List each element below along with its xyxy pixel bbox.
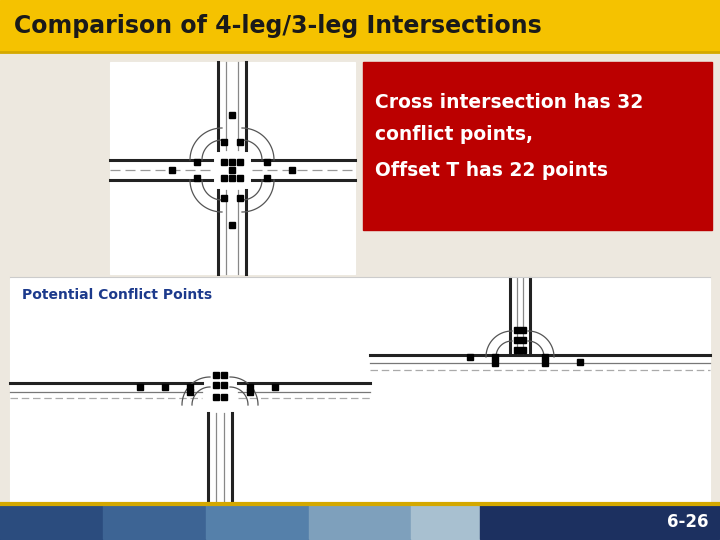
Bar: [411, 505, 513, 539]
Text: Comparison of 4-leg/3-leg Intersections: Comparison of 4-leg/3-leg Intersections: [14, 14, 541, 38]
Bar: [363, 62, 712, 230]
Bar: [309, 505, 410, 539]
Bar: [206, 505, 307, 539]
Bar: [0, 0, 720, 52]
Text: Offset T has 22 points: Offset T has 22 points: [375, 160, 608, 179]
Bar: [0, 504, 720, 540]
Text: 6-26: 6-26: [667, 513, 708, 531]
Text: Potential Conflict Points: Potential Conflict Points: [22, 288, 212, 302]
Bar: [103, 505, 204, 539]
Text: Cross intersection has 32: Cross intersection has 32: [375, 92, 643, 111]
Bar: [514, 505, 616, 539]
Text: conflict points,: conflict points,: [375, 125, 533, 144]
Bar: [480, 505, 719, 539]
Bar: [617, 505, 719, 539]
Bar: [0, 505, 102, 539]
Bar: [10, 278, 710, 502]
Bar: [110, 62, 355, 274]
Bar: [0, 52, 720, 504]
